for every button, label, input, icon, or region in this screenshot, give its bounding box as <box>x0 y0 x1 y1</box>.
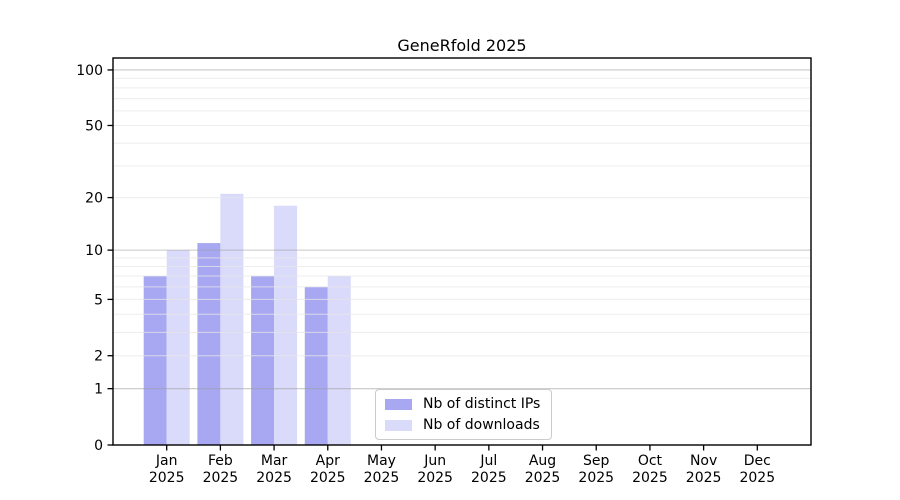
legend: Nb of distinct IPs Nb of downloads <box>375 389 553 440</box>
y-tick-label-20: 20 <box>85 191 103 207</box>
legend-label-distinct-ips: Nb of distinct IPs <box>423 396 541 412</box>
x-tick-label-dec: Dec <box>744 453 771 469</box>
x-tick-sublabel-mar: 2025 <box>256 470 292 486</box>
x-tick-label-aug: Aug <box>529 453 556 469</box>
x-tick-label-jan: Jan <box>155 453 178 469</box>
x-tick-label-mar: Mar <box>261 453 288 469</box>
y-tick-label-100: 100 <box>76 63 103 79</box>
x-tick-label-jul: Jul <box>479 453 497 469</box>
legend-item-downloads: Nb of downloads <box>385 416 540 434</box>
bar-nb-of-distinct-ips-feb <box>197 243 221 445</box>
x-tick-label-nov: Nov <box>690 453 717 469</box>
bar-nb-of-downloads-jan <box>166 250 190 445</box>
x-tick-sublabel-may: 2025 <box>364 470 400 486</box>
y-tick-label-0: 0 <box>94 438 103 454</box>
bar-nb-of-distinct-ips-jan <box>143 276 167 445</box>
y-tick-label-5: 5 <box>94 292 103 308</box>
bar-nb-of-downloads-feb <box>220 193 244 445</box>
x-tick-sublabel-nov: 2025 <box>686 470 722 486</box>
legend-swatch-downloads-icon <box>385 419 412 431</box>
x-tick-label-feb: Feb <box>208 453 233 469</box>
legend-item-distinct-ips: Nb of distinct IPs <box>385 395 540 413</box>
x-tick-label-apr: Apr <box>316 453 340 469</box>
x-tick-sublabel-aug: 2025 <box>525 470 561 486</box>
y-tick-label-10: 10 <box>85 243 103 259</box>
plot-border <box>112 57 812 446</box>
legend-swatch-distinct-ips-icon <box>385 398 412 410</box>
x-tick-sublabel-apr: 2025 <box>310 470 346 486</box>
x-tick-sublabel-sep: 2025 <box>578 470 614 486</box>
chart-title: GeneRfold 2025 <box>397 36 527 55</box>
x-tick-sublabel-jun: 2025 <box>417 470 453 486</box>
bar-nb-of-downloads-apr <box>327 276 351 445</box>
x-tick-label-sep: Sep <box>583 453 610 469</box>
x-tick-sublabel-oct: 2025 <box>632 470 668 486</box>
y-tick-label-2: 2 <box>94 349 103 365</box>
y-tick-label-1: 1 <box>94 382 103 398</box>
legend-label-downloads: Nb of downloads <box>423 417 540 433</box>
bar-nb-of-distinct-ips-apr <box>304 286 328 445</box>
y-tick-label-50: 50 <box>85 118 103 134</box>
x-tick-label-may: May <box>367 453 396 469</box>
x-tick-label-oct: Oct <box>638 453 663 469</box>
x-tick-sublabel-jan: 2025 <box>149 470 185 486</box>
bar-nb-of-distinct-ips-mar <box>251 276 275 445</box>
x-tick-sublabel-feb: 2025 <box>203 470 239 486</box>
x-tick-sublabel-dec: 2025 <box>739 470 775 486</box>
x-tick-label-jun: Jun <box>423 453 446 469</box>
bar-nb-of-downloads-mar <box>274 205 298 445</box>
x-tick-sublabel-jul: 2025 <box>471 470 507 486</box>
